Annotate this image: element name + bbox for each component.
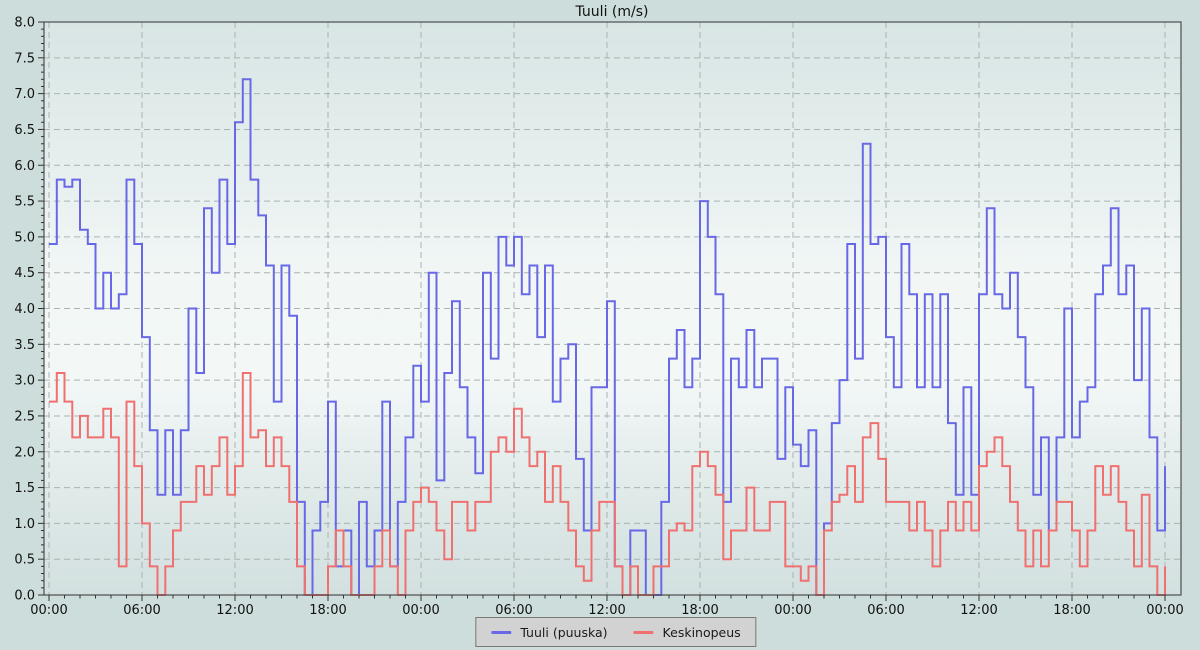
y-tick-label: 3.5 bbox=[14, 338, 35, 353]
x-tick-label: 12:00 bbox=[588, 603, 625, 618]
y-tick-label: 5.5 bbox=[14, 195, 35, 210]
y-tick-label: 2.0 bbox=[14, 445, 35, 460]
legend: Tuuli (puuska) Keskinopeus bbox=[475, 617, 757, 647]
gust-line-marker bbox=[491, 630, 512, 634]
y-tick-label: 0.5 bbox=[14, 553, 35, 568]
legend-item-gust: Tuuli (puuska) bbox=[491, 624, 608, 640]
x-tick-label: 00:00 bbox=[1146, 603, 1183, 618]
average-series-line bbox=[49, 372, 1166, 596]
x-tick-label: 00:00 bbox=[402, 603, 439, 618]
chart-title: Tuuli (m/s) bbox=[575, 4, 649, 20]
y-tick-label: 8.0 bbox=[14, 16, 35, 31]
x-tick-label: 00:00 bbox=[774, 603, 811, 618]
x-tick-label: 06:00 bbox=[495, 603, 532, 618]
y-tick-label: 1.0 bbox=[14, 517, 35, 532]
plot-area bbox=[44, 22, 1181, 595]
gust-series-line bbox=[49, 78, 1166, 596]
y-tick-label: 0.0 bbox=[14, 589, 35, 604]
x-tick-label: 12:00 bbox=[960, 603, 997, 618]
y-tick-label: 3.0 bbox=[14, 374, 35, 389]
y-tick-label: 5.0 bbox=[14, 230, 35, 245]
x-tick-label: 06:00 bbox=[123, 603, 160, 618]
average-line-marker bbox=[633, 630, 654, 634]
y-tick-label: 6.5 bbox=[14, 123, 35, 138]
x-tick-label: 06:00 bbox=[867, 603, 904, 618]
x-tick-label: 00:00 bbox=[30, 603, 67, 618]
y-tick-label: 4.5 bbox=[14, 266, 35, 281]
x-tick-label: 18:00 bbox=[681, 603, 718, 618]
x-tick-label: 12:00 bbox=[216, 603, 253, 618]
y-tick-label: 2.5 bbox=[14, 409, 35, 424]
y-tick-label: 1.5 bbox=[14, 481, 35, 496]
average-legend-label: Keskinopeus bbox=[662, 624, 741, 640]
x-tick-label: 18:00 bbox=[309, 603, 346, 618]
gust-legend-label: Tuuli (puuska) bbox=[520, 624, 608, 640]
y-tick-label: 7.5 bbox=[14, 51, 35, 66]
y-tick-label: 7.0 bbox=[14, 87, 35, 102]
x-tick-label: 18:00 bbox=[1053, 603, 1090, 618]
y-tick-label: 4.0 bbox=[14, 302, 35, 317]
y-tick-label: 6.0 bbox=[14, 159, 35, 174]
legend-item-average: Keskinopeus bbox=[633, 624, 741, 640]
